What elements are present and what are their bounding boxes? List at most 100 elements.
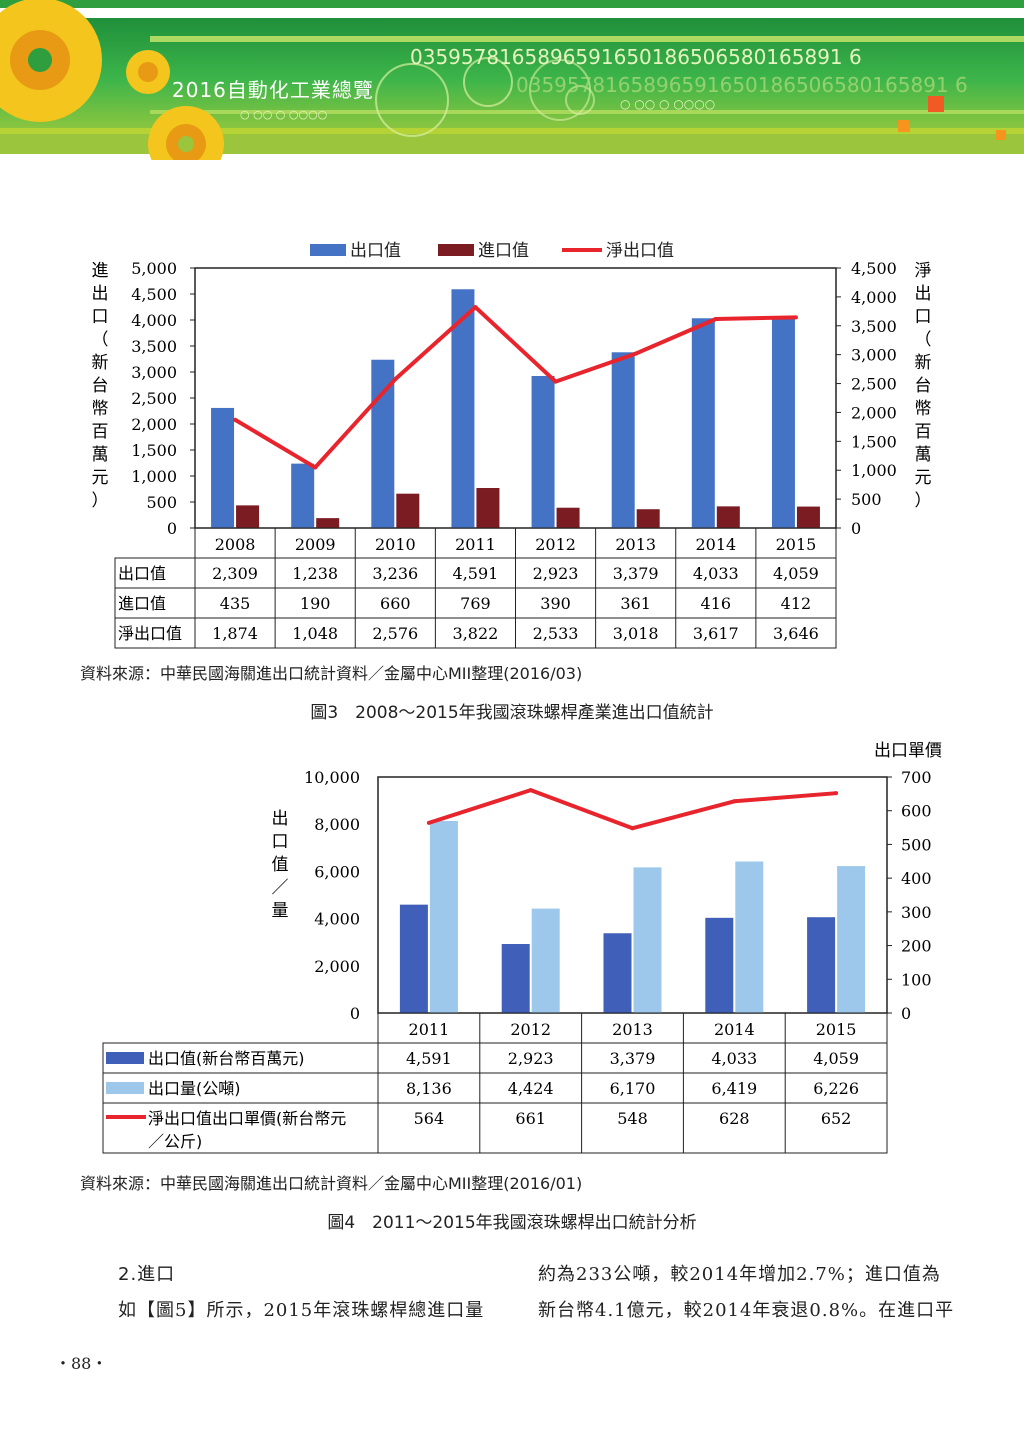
- table-row-label: 出口值(新台幣百萬元): [148, 1049, 305, 1068]
- bar-import: [636, 509, 660, 528]
- table-cell: 6,170: [610, 1079, 656, 1098]
- right-tick-label: 600: [901, 802, 932, 821]
- legend-label: 出口值: [350, 241, 401, 261]
- right-tick-label: 4,500: [851, 259, 897, 278]
- table-cell: 2,923: [533, 564, 579, 583]
- x-tick-label: 2011: [455, 535, 496, 554]
- left-axis-label: 值: [272, 855, 289, 875]
- left-tick-label: 8,000: [314, 815, 360, 834]
- section-heading: 2.進口: [118, 1264, 176, 1285]
- bar-export: [771, 316, 795, 528]
- left-tick-label: 1,000: [131, 467, 177, 486]
- right-tick-label: 500: [901, 835, 932, 854]
- legend-label: 進口值: [478, 241, 529, 261]
- left-tick-label: 6,000: [314, 862, 360, 881]
- left-tick-label: 0: [350, 1004, 360, 1023]
- body-left-line: 如【圖5】所示，2015年滾珠螺桿總進口量: [118, 1300, 485, 1321]
- table-row-label: ／公斤): [148, 1132, 202, 1151]
- right-tick-label: 0: [851, 519, 861, 538]
- table-cell: 4,033: [711, 1049, 757, 1068]
- body-right-line-1: 約為233公噸，較2014年增加2.7%；進口值為: [538, 1264, 941, 1285]
- legend-swatch: [106, 1082, 144, 1094]
- table-cell: 2,576: [372, 624, 418, 643]
- bar-export: [531, 376, 555, 528]
- table-cell: 3,236: [372, 564, 418, 583]
- point-net-export: [793, 315, 798, 320]
- right-tick-label: 3,000: [851, 346, 897, 365]
- left-tick-label: 500: [146, 493, 177, 512]
- bar-import: [396, 493, 420, 528]
- table-cell: 660: [380, 594, 411, 613]
- table-cell: 361: [620, 594, 651, 613]
- table-cell: 564: [414, 1109, 445, 1128]
- bar-export-value: [807, 917, 836, 1013]
- table-cell: 661: [515, 1109, 546, 1128]
- orange-square: [928, 96, 944, 112]
- header-banner: 0359578165896591650186506580165891 6 035…: [0, 0, 1024, 160]
- table-cell: 190: [300, 594, 331, 613]
- table-cell: 3,646: [773, 624, 819, 643]
- right-tick-label: 700: [901, 768, 932, 787]
- gear-icon: [148, 106, 224, 160]
- right-axis-label: 元: [915, 468, 932, 488]
- x-tick-label: 2012: [510, 1020, 551, 1039]
- x-tick-label: 2015: [816, 1020, 857, 1039]
- right-tick-label: 1,000: [851, 461, 897, 480]
- left-axis-label: 台: [92, 376, 109, 396]
- table-cell: 390: [540, 594, 571, 613]
- legend-swatch: [310, 244, 346, 256]
- right-tick-label: 300: [901, 903, 932, 922]
- table-cell: 769: [460, 594, 491, 613]
- table-row-label: 出口值: [118, 564, 166, 583]
- left-tick-label: 0: [167, 519, 177, 538]
- right-axis-label: 出: [915, 284, 932, 304]
- table-cell: 1,238: [292, 564, 338, 583]
- left-axis-label: 進: [92, 261, 109, 281]
- bar-import: [476, 488, 500, 528]
- bar-import: [316, 518, 340, 528]
- left-axis-label: 出: [272, 809, 289, 829]
- left-axis-label: 量: [272, 901, 289, 921]
- number-strip-1: 0359578165896591650186506580165891 6: [410, 45, 862, 69]
- page-number: ・88・: [55, 1354, 108, 1373]
- left-tick-label: 4,000: [314, 910, 360, 929]
- left-axis-label: ）: [92, 491, 109, 511]
- point-net-export: [553, 379, 558, 384]
- table-cell: 3,379: [613, 564, 659, 583]
- gear-icon: [126, 50, 170, 94]
- bar-import: [796, 506, 820, 528]
- x-tick-label: 2013: [615, 535, 656, 554]
- table-cell: 412: [781, 594, 812, 613]
- point-unit-price: [630, 826, 635, 831]
- left-tick-label: 4,500: [131, 285, 177, 304]
- line-unit-price: [428, 788, 837, 831]
- table-cell: 2,309: [212, 564, 258, 583]
- left-tick-label: 3,000: [131, 363, 177, 382]
- left-tick-label: 3,500: [131, 337, 177, 356]
- right-tick-label: 4,000: [851, 288, 897, 307]
- right-axis-label: 幣: [915, 399, 932, 419]
- table-row-label: 淨出口值: [118, 624, 182, 643]
- bar-export-volume: [531, 908, 560, 1013]
- svg-text:○ ○○ ○ ○○○○: ○ ○○ ○ ○○○○: [240, 108, 327, 121]
- table-cell: 1,874: [212, 624, 258, 643]
- x-tick-label: 2009: [295, 535, 336, 554]
- right-tick-label: 2,500: [851, 375, 897, 394]
- table-cell: 6,226: [813, 1079, 859, 1098]
- point-unit-price: [528, 788, 533, 793]
- bar-import: [716, 506, 740, 528]
- table-cell: 628: [719, 1109, 750, 1128]
- left-axis-label: 萬: [92, 445, 109, 465]
- left-axis-label: 新: [92, 353, 109, 373]
- table-cell: 416: [701, 594, 732, 613]
- table-cell: 6,419: [711, 1079, 757, 1098]
- table-cell: 3,822: [453, 624, 499, 643]
- bar-export-value: [705, 917, 734, 1013]
- table-cell: 1,048: [292, 624, 338, 643]
- right-tick-label: 1,500: [851, 432, 897, 451]
- left-axis-label: 元: [92, 468, 109, 488]
- point-unit-price: [834, 791, 839, 796]
- bar-export: [291, 463, 315, 528]
- bar-export-value: [603, 933, 632, 1013]
- point-net-export: [633, 351, 638, 356]
